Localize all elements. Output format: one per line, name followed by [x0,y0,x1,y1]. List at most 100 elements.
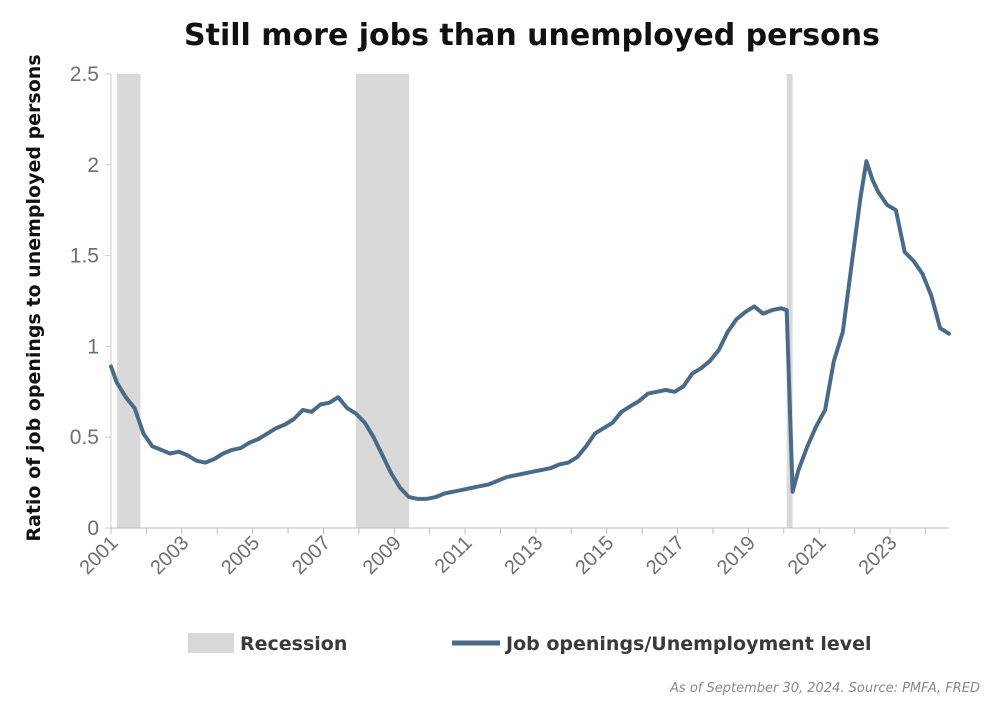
data-point [929,294,933,298]
data-point [785,308,789,312]
data-point [186,453,190,457]
data-point [761,312,765,316]
data-point [699,366,703,370]
y-tick-label: 0.5 [70,426,99,449]
legend: Recession Job openings/Unemployment leve… [188,633,872,655]
data-point [823,408,827,412]
recession-band-1 [116,74,141,528]
data-point [487,482,491,486]
data-point [469,486,473,490]
data-point [903,250,907,254]
data-point [495,479,500,483]
data-point [947,332,951,336]
chart-title: Still more jobs than unemployed persons [184,18,880,53]
x-tick-label: 2011 [431,532,477,578]
data-point [637,399,641,403]
data-point [221,451,225,456]
data-point [345,406,349,410]
data-point [752,304,756,308]
x-tick-label: 2009 [359,532,406,579]
data-point [168,451,172,456]
data-point [248,441,252,445]
data-point [708,359,712,363]
data-point [292,417,296,421]
data-point [115,381,119,385]
data-point [938,326,942,330]
data-point [664,388,668,392]
data-point [133,406,137,410]
data-point [690,372,694,376]
recession-band-3 [786,74,793,528]
x-tick-label: 2023 [854,532,901,579]
legend-recession-swatch [188,633,234,653]
x-tick-label: 2015 [571,532,618,579]
data-point [283,422,287,427]
y-tick-label: 1.5 [70,245,99,268]
data-point [832,359,836,363]
legend-series-label: Job openings/Unemployment level [504,633,872,655]
data-point [159,448,163,452]
data-point [239,446,243,450]
data-point [628,404,632,408]
x-tick-label: 2005 [217,532,264,579]
data-point [779,306,783,310]
data-point [407,495,411,499]
data-point [584,444,588,448]
y-tick-label: 0 [87,517,99,540]
data-point [876,190,880,194]
data-point [124,395,128,399]
data-point [870,177,874,181]
data-point [442,491,446,496]
data-point [434,495,438,499]
data-point [256,437,261,441]
data-point [363,421,367,425]
x-tick-label: 2017 [642,532,689,579]
data-point [109,364,113,368]
legend-recession-label: Recession [240,633,347,655]
data-point [864,159,869,163]
data-point [894,208,898,212]
data-point [734,317,739,321]
data-point [814,424,818,428]
data-point [743,310,748,314]
y-tick-label: 2 [87,154,99,177]
data-point [425,497,429,501]
data-point [575,455,579,459]
x-tick-label: 2003 [146,532,193,579]
data-point [336,395,340,399]
data-point [451,490,455,494]
data-point [593,432,597,436]
data-point [717,348,721,352]
data-point [398,486,402,490]
data-point [850,263,854,267]
data-point [460,488,464,492]
x-tick-label: 2013 [500,532,547,579]
data-point [770,308,774,312]
recession-bands [116,74,793,528]
x-tick-label: 2019 [713,532,760,579]
series-layer [109,159,951,501]
x-tick-label: 2021 [784,532,831,579]
y-axis: 0 0.5 1 1.5 2 2.5 [70,63,112,540]
data-point [380,453,385,457]
data-point [513,473,517,477]
data-point [141,432,146,436]
data-point [274,426,278,430]
x-tick-label: 2007 [288,532,335,579]
data-point [416,497,420,501]
data-point [858,195,863,200]
data-point [212,457,216,461]
data-point [177,450,181,454]
data-point [673,390,677,394]
y-axis-label: Ratio of job openings to unemployed pers… [23,54,45,541]
data-point [195,459,199,463]
data-point [841,330,845,334]
data-point [611,421,615,425]
data-point [646,392,650,396]
data-point [310,410,314,414]
data-point [372,435,376,439]
data-point [150,444,154,448]
data-point [791,490,795,494]
data-point [681,384,686,388]
